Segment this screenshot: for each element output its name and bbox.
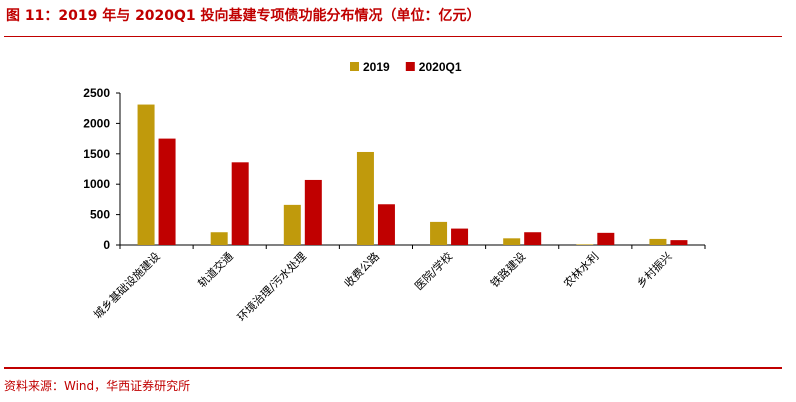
bar-2020q1 (670, 240, 688, 245)
source-note: 资料来源：Wind，华西证券研究所 (4, 379, 191, 393)
bar-2020q1 (377, 204, 395, 245)
chart-title: 图 11：2019 年与 2020Q1 投向基建专项债功能分布情况（单位：亿元） (6, 8, 481, 24)
y-tick-label: 1500 (83, 147, 110, 161)
category-label: 环境治理/污水处理 (234, 249, 309, 324)
bar-2019 (576, 244, 594, 245)
bar-2020q1 (451, 228, 469, 245)
bar-2020q1 (304, 179, 322, 245)
bar-2019 (137, 104, 155, 245)
legend-label-2020q1: 2020Q1 (419, 60, 462, 74)
bar-2019 (210, 232, 228, 245)
category-label: 乡村振兴 (634, 249, 675, 290)
y-tick-label: 0 (103, 238, 110, 252)
legend-swatch-2019 (350, 62, 359, 71)
bar-2020q1 (524, 232, 542, 245)
bar-2019 (503, 238, 521, 245)
bar-2019 (430, 221, 448, 245)
legend-swatch-2020q1 (405, 62, 415, 71)
category-label: 农林水利 (560, 249, 601, 290)
category-label: 城乡基础设施建设 (91, 249, 163, 321)
category-label: 收费公路 (341, 249, 382, 290)
bar-2019 (356, 151, 374, 245)
legend-label-2019: 2019 (363, 60, 390, 74)
y-tick-label: 1000 (83, 177, 110, 191)
bar-2020q1 (231, 162, 249, 245)
y-tick-label: 2000 (83, 116, 110, 130)
bar-2020q1 (158, 138, 176, 245)
category-label: 铁路建设 (487, 249, 528, 290)
bar-2019 (649, 238, 667, 245)
bar-2020q1 (597, 232, 615, 245)
bottom-divider (4, 367, 782, 369)
y-tick-label: 500 (90, 208, 110, 222)
category-label: 医院/学校 (412, 249, 456, 293)
y-tick-label: 2500 (83, 86, 110, 100)
bar-2019 (283, 204, 301, 245)
category-label: 轨道交通 (195, 249, 236, 290)
top-divider (4, 36, 782, 37)
